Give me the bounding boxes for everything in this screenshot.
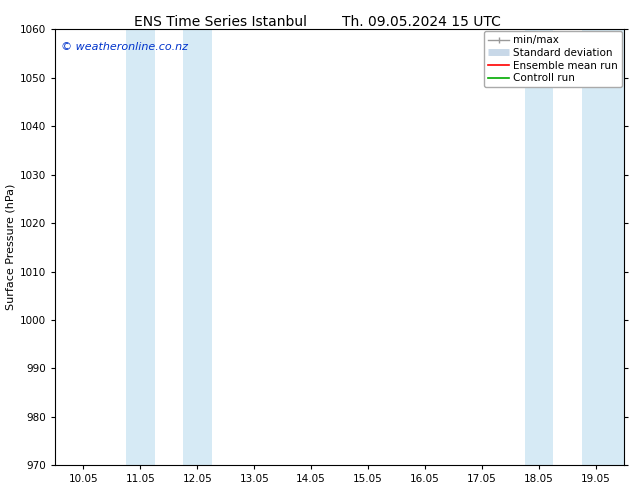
Bar <box>183 29 212 465</box>
Bar <box>126 29 155 465</box>
Bar <box>525 29 553 465</box>
Bar <box>581 29 624 465</box>
Text: © weatheronline.co.nz: © weatheronline.co.nz <box>61 42 188 52</box>
Text: ENS Time Series Istanbul        Th. 09.05.2024 15 UTC: ENS Time Series Istanbul Th. 09.05.2024 … <box>134 15 500 29</box>
Y-axis label: Surface Pressure (hPa): Surface Pressure (hPa) <box>6 184 16 311</box>
Legend: min/max, Standard deviation, Ensemble mean run, Controll run: min/max, Standard deviation, Ensemble me… <box>484 31 622 87</box>
